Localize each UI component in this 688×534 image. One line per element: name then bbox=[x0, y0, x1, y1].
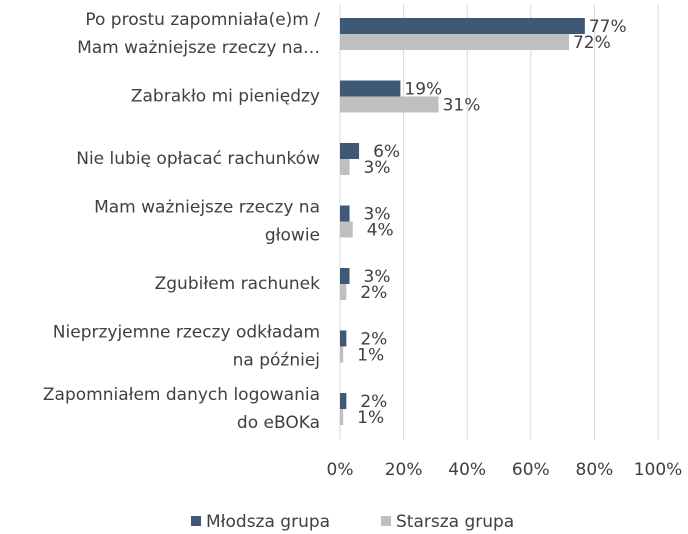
value-label: 72% bbox=[573, 33, 611, 53]
bar bbox=[340, 268, 350, 284]
bar bbox=[340, 330, 347, 347]
category-label: Po prostu zapomniała(e)m / bbox=[85, 10, 320, 30]
legend-swatch bbox=[381, 516, 391, 526]
legend-label: Starsza grupa bbox=[396, 512, 514, 532]
category-label: głowie bbox=[265, 226, 320, 246]
legend-swatch bbox=[191, 516, 201, 526]
bar bbox=[340, 143, 360, 159]
bar bbox=[340, 409, 344, 425]
category-label: Mam ważniejsze rzeczy na… bbox=[77, 38, 320, 58]
bar bbox=[340, 346, 344, 363]
legend-label: Młodsza grupa bbox=[206, 512, 330, 532]
category-label: Nieprzyjemne rzeczy odkładam bbox=[53, 323, 320, 343]
category-label: Zabrakło mi pieniędzy bbox=[131, 87, 320, 107]
category-label: na później bbox=[233, 351, 320, 371]
value-label: 31% bbox=[443, 96, 481, 116]
bar bbox=[340, 205, 350, 222]
bar bbox=[340, 159, 350, 175]
bar bbox=[340, 393, 347, 409]
x-tick-label: 60% bbox=[512, 460, 550, 480]
category-label: Nie lubię opłacać rachunków bbox=[76, 149, 320, 169]
bar bbox=[340, 284, 347, 300]
x-tick-label: 40% bbox=[448, 460, 486, 480]
value-label: 2% bbox=[360, 392, 387, 412]
value-label: 3% bbox=[364, 158, 391, 178]
x-tick-label: 20% bbox=[385, 460, 423, 480]
value-label: 3% bbox=[364, 267, 391, 287]
x-tick-label: 80% bbox=[576, 460, 614, 480]
value-label: 1% bbox=[357, 346, 384, 366]
value-label: 4% bbox=[367, 221, 394, 241]
x-tick-label: 0% bbox=[327, 460, 354, 480]
x-tick-label: 100% bbox=[634, 460, 683, 480]
category-label: Zapomniałem danych logowania bbox=[43, 385, 320, 405]
value-label: 77% bbox=[589, 17, 627, 37]
bar bbox=[340, 96, 439, 113]
bar bbox=[340, 80, 401, 97]
category-label: Mam ważniejsze rzeczy na bbox=[94, 198, 320, 218]
bar bbox=[340, 221, 353, 238]
value-label: 1% bbox=[357, 408, 384, 428]
value-label: 2% bbox=[360, 330, 387, 350]
value-label: 2% bbox=[360, 283, 387, 303]
category-label: Zgubiłem rachunek bbox=[155, 274, 321, 294]
bar bbox=[340, 34, 569, 50]
category-label: do eBOKa bbox=[237, 413, 320, 433]
value-label: 6% bbox=[373, 142, 400, 162]
value-label: 19% bbox=[404, 80, 442, 100]
bar bbox=[340, 18, 585, 34]
value-label: 3% bbox=[364, 205, 391, 225]
